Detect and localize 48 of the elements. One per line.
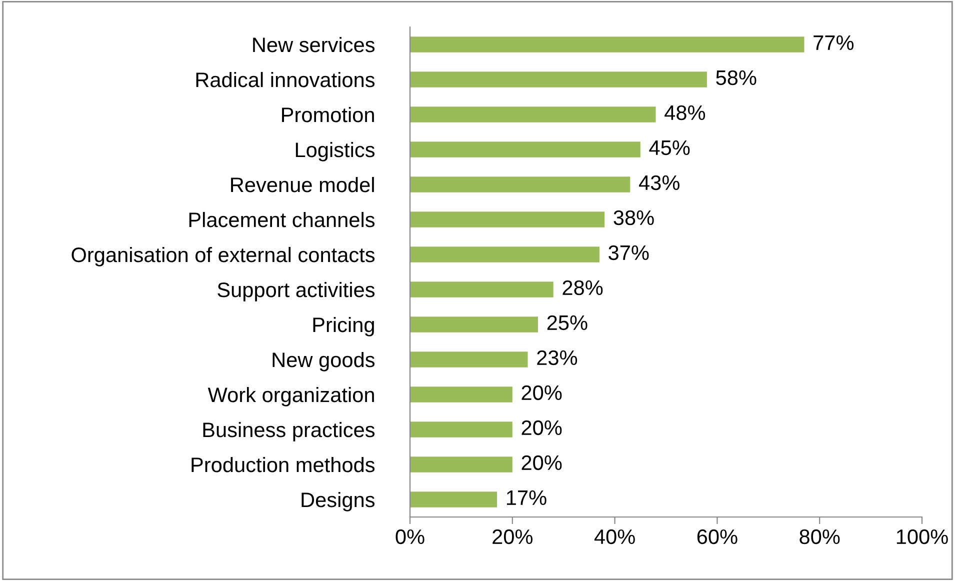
y-tick-label: Revenue model	[231, 176, 374, 192]
bar	[410, 176, 630, 192]
y-tick-label: Production methods	[192, 456, 375, 472]
bar	[410, 456, 512, 472]
y-tick-label: Placement channels	[189, 212, 375, 228]
y-tick-label: Organisation of external contacts	[72, 246, 375, 266]
data-label: 20%	[522, 455, 562, 470]
data-label: 43%	[638, 175, 680, 190]
bar	[410, 352, 528, 368]
x-tick-label: 20%	[492, 529, 533, 544]
data-label: 20%	[522, 420, 562, 436]
bar	[410, 212, 605, 228]
y-tick-label: Radical innovations	[196, 72, 375, 88]
bar	[410, 422, 512, 438]
y-tick-label: Support activities	[218, 282, 375, 302]
bar	[410, 36, 804, 52]
y-tick-label: Business practices	[203, 422, 375, 442]
data-label: 25%	[547, 315, 588, 330]
data-label: 20%	[522, 385, 562, 400]
bar	[410, 282, 554, 298]
x-tick-label: 80%	[800, 529, 840, 544]
bar	[410, 106, 656, 122]
bar	[410, 316, 538, 332]
bar	[410, 142, 640, 158]
x-tick-label: 100%	[896, 529, 948, 544]
y-tick-label: Pricing	[313, 316, 374, 336]
bar	[410, 492, 498, 508]
bar	[410, 246, 600, 262]
data-label: 58%	[716, 70, 756, 86]
data-label: 17%	[506, 490, 546, 506]
y-tick-label: Promotion	[282, 106, 374, 122]
x-tick-label: 0%	[396, 529, 424, 544]
bar	[410, 72, 707, 88]
data-label: 23%	[537, 350, 578, 366]
data-label: 28%	[562, 280, 603, 296]
data-label: 45%	[649, 140, 690, 156]
data-label: 48%	[664, 105, 706, 120]
x-tick-label: 40%	[594, 529, 635, 544]
y-tick-label: New goods	[272, 352, 375, 372]
data-label: 37%	[608, 245, 649, 260]
bar	[410, 386, 512, 402]
y-tick-label: Logistics	[296, 142, 375, 162]
y-tick-label: New services	[253, 36, 375, 52]
data-label: 77%	[814, 35, 854, 50]
y-tick-label: Designs	[302, 492, 375, 512]
y-tick-label: Work organization	[208, 386, 374, 406]
x-tick-label: 60%	[697, 529, 738, 544]
data-label: 38%	[614, 210, 654, 226]
